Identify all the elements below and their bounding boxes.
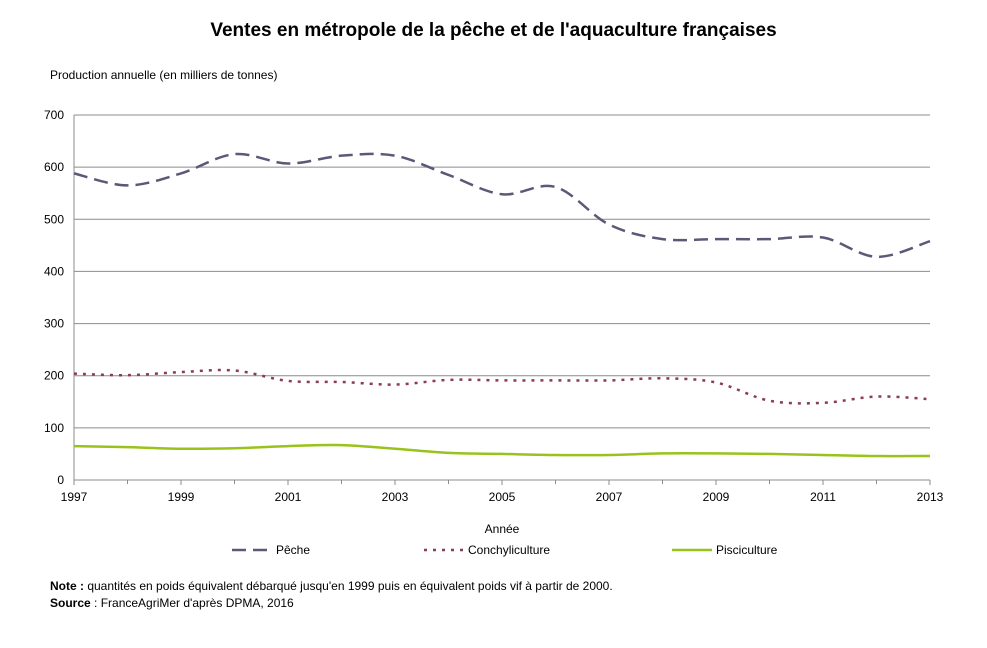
x-tick-label: 2013 [917,490,944,504]
note-label: Note : [50,579,84,593]
y-tick-label: 400 [44,264,64,278]
x-tick-label: 1997 [61,490,88,504]
series-line-pisciculture [73,443,931,458]
grid-lines [74,114,930,429]
x-tick-label: 2009 [703,490,730,504]
series-lines [73,152,931,458]
axes [73,115,931,485]
note-line: Note : quantités en poids équivalent déb… [50,578,613,595]
y-tick-label: 300 [44,317,64,331]
chart-title: Ventes en métropole de la pêche et de l'… [210,20,777,41]
x-axis-label: Année [485,522,520,536]
x-tick-label: 2007 [596,490,623,504]
x-tick-labels: 1997 1999 2001 2003 2005 2007 2009 2011 2013 [61,490,944,504]
x-tick-label: 1999 [168,490,195,504]
x-tick-label: 2005 [489,490,516,504]
y-tick-label: 700 [44,108,64,122]
series-line-pche [73,152,931,259]
source-line: Source : FranceAgriMer d'après DPMA, 201… [50,595,613,612]
y-tick-label: 500 [44,212,64,226]
notes: Note : quantités en poids équivalent déb… [50,578,613,612]
legend-label-conchyliculture: Conchyliculture [468,543,550,557]
source-text: : FranceAgriMer d'après DPMA, 2016 [90,596,294,610]
legend-label-pisciculture: Pisciculture [716,543,778,557]
y-tick-labels: 0 100 200 300 400 500 600 700 [44,108,64,487]
x-tick-label: 2003 [382,490,409,504]
x-tick-label: 2011 [810,490,836,504]
y-tick-label: 200 [44,369,64,383]
note-text: quantités en poids équivalent débarqué j… [84,579,613,593]
legend: Pêche Conchyliculture Pisciculture [232,543,778,557]
source-label: Source [50,596,91,610]
y-tick-label: 100 [44,421,64,435]
y-tick-label: 0 [57,473,64,487]
series-line-conchyliculture [73,368,931,405]
y-tick-label: 600 [44,160,64,174]
x-tick-label: 2001 [275,490,302,504]
legend-label-pche: Pêche [276,543,310,557]
y-axis-label: Production annuelle (en milliers de tonn… [50,68,278,82]
